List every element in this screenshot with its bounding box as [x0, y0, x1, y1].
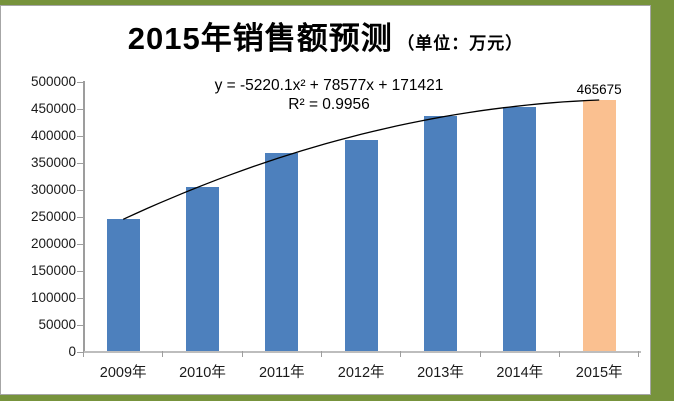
- y-axis-line[interactable]: [83, 81, 85, 352]
- bar-2015年[interactable]: [582, 100, 616, 352]
- chart-title-main: 2015年销售额预测: [127, 21, 393, 56]
- x-category-label-2014年: 2014年: [496, 365, 544, 381]
- y-tick-label-350000: 350000: [30, 154, 76, 170]
- y-tick-label-450000: 450000: [30, 100, 76, 116]
- trendline-equation-label[interactable]: y = -5220.1x² + 78577x + 171421 R² = 0.9…: [84, 76, 574, 114]
- x-category-label-2010年: 2010年: [179, 365, 226, 381]
- y-tick-label-500000: 500000: [30, 73, 76, 89]
- bar-2010年[interactable]: [186, 186, 220, 352]
- x-tick-mark: [558, 351, 560, 357]
- y-tick-mark: [77, 216, 83, 218]
- y-tick-mark: [77, 270, 83, 272]
- x-category-label-2013年: 2013年: [417, 365, 464, 381]
- x-tick-mark: [162, 351, 164, 357]
- y-tick-label-300000: 300000: [30, 181, 76, 197]
- forecast-data-label[interactable]: 465675: [576, 81, 622, 97]
- bar-2009年[interactable]: [106, 219, 140, 352]
- bar-2011年[interactable]: [265, 152, 299, 352]
- x-tick-mark: [479, 351, 481, 357]
- y-tick-mark: [77, 108, 83, 110]
- y-tick-mark: [77, 81, 83, 83]
- y-tick-mark: [77, 162, 83, 164]
- chart-title[interactable]: 2015年销售额预测 （单位：万元）: [0, 13, 651, 58]
- y-tick-label-100000: 100000: [30, 289, 76, 305]
- trendline-r-squared: R² = 0.9956: [288, 96, 370, 113]
- x-tick-mark: [638, 351, 640, 357]
- chart-title-unit: （单位：万元）: [397, 34, 524, 53]
- y-tick-mark: [77, 189, 83, 191]
- x-category-label-2012年: 2012年: [337, 365, 385, 381]
- x-category-label-2009年: 2009年: [99, 365, 147, 381]
- y-tick-mark: [77, 324, 83, 326]
- y-tick-mark: [77, 351, 83, 353]
- x-tick-mark: [400, 351, 402, 357]
- y-tick-mark: [77, 297, 83, 299]
- x-category-label-2015年: 2015年: [575, 365, 623, 381]
- bar-2013年[interactable]: [424, 115, 458, 352]
- x-tick-mark: [83, 351, 84, 357]
- x-axis-line[interactable]: [83, 351, 641, 353]
- x-category-label-2011年: 2011年: [258, 365, 305, 381]
- y-tick-mark: [77, 135, 83, 137]
- y-tick-label-50000: 50000: [38, 316, 76, 332]
- y-tick-mark: [77, 243, 83, 245]
- x-tick-mark: [320, 351, 322, 357]
- bar-2012年[interactable]: [344, 139, 378, 352]
- y-tick-label-200000: 200000: [30, 235, 76, 251]
- x-tick-mark: [241, 351, 243, 357]
- y-tick-label-250000: 250000: [30, 208, 76, 224]
- chart-panel[interactable]: [0, 5, 651, 395]
- y-tick-label-150000: 150000: [30, 262, 76, 278]
- y-tick-label-400000: 400000: [30, 127, 76, 143]
- y-tick-label-0: 0: [68, 343, 76, 359]
- trendline-equation-line1: y = -5220.1x² + 78577x + 171421: [214, 77, 444, 94]
- bar-2014年[interactable]: [503, 106, 537, 352]
